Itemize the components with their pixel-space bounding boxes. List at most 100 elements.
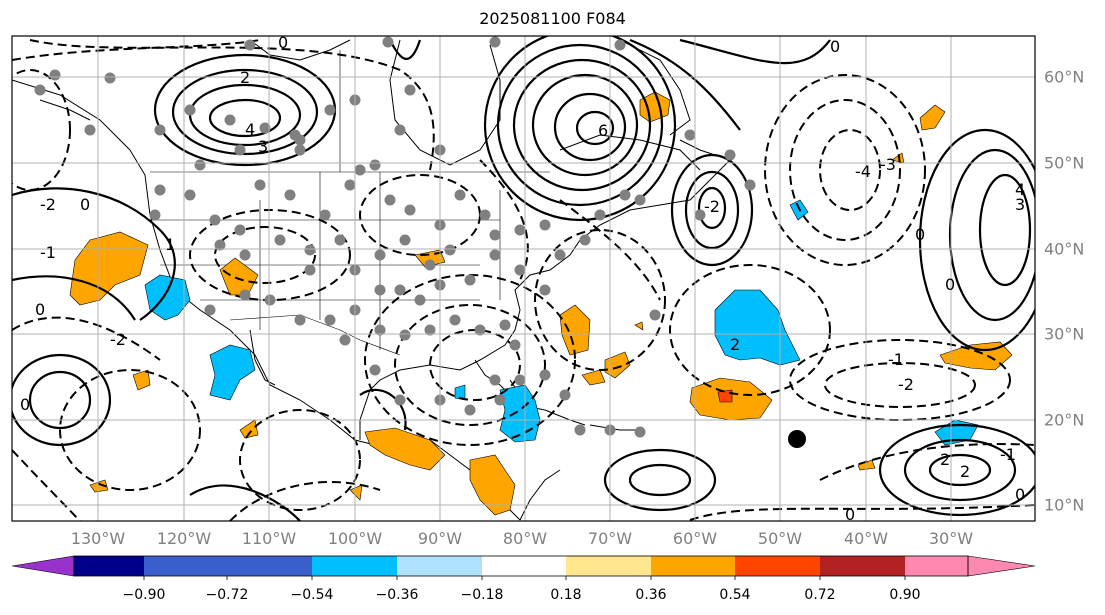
contour-label: -2: [110, 330, 126, 349]
station-dot: [204, 304, 216, 316]
contour-label: -1: [888, 350, 904, 369]
station-dot: [449, 314, 461, 326]
colorbar-segment: [482, 556, 566, 576]
station-dot: [319, 209, 331, 221]
station-dot: [404, 204, 416, 216]
station-dot: [274, 234, 286, 246]
contour-label: 0: [20, 395, 30, 414]
colorbar-tick-label: 0.90: [889, 587, 921, 603]
contour-label: -2: [40, 195, 56, 214]
station-dot: [399, 234, 411, 246]
colorbar-tick-label: −0.54: [290, 587, 334, 603]
lat-label: 40°N: [1044, 239, 1085, 259]
colorbar-tick-label: 0.36: [635, 587, 667, 603]
station-dot: [499, 319, 511, 331]
station-dot: [514, 224, 526, 236]
lon-label: 50°W: [757, 529, 803, 548]
contour-label: -3: [880, 155, 896, 174]
station-dot: [394, 394, 406, 406]
lat-label: 20°N: [1044, 410, 1085, 430]
station-dot: [489, 36, 501, 48]
station-dot: [254, 179, 266, 191]
colorbar-segment: [227, 556, 312, 576]
colorbar-segment: [144, 556, 227, 576]
station-dot: [244, 39, 256, 51]
colorbar-segment: [74, 556, 144, 576]
station-dot: [374, 324, 386, 336]
station-dot: [404, 84, 416, 96]
station-dot: [464, 274, 476, 286]
contour-label: 4: [1015, 180, 1025, 199]
lat-label: 50°N: [1044, 153, 1085, 173]
station-dot: [539, 369, 551, 381]
station-dot: [369, 159, 381, 171]
station-dot: [234, 144, 246, 156]
station-dot: [382, 36, 394, 48]
station-dot: [149, 209, 161, 221]
contour-label: 3: [258, 137, 268, 156]
station-dot: [559, 389, 571, 401]
station-dot: [394, 284, 406, 296]
map-frame: [11, 35, 1036, 522]
lat-label: 30°N: [1044, 324, 1085, 344]
contour-label: 4: [245, 120, 255, 139]
station-dot: [424, 324, 436, 336]
contour-label-group: 4 3 2 0 6 1 -1 0 -2 0 2 2 3 4 -4 -3 -1 -…: [20, 33, 1025, 524]
station-dot: [194, 159, 206, 171]
station-dot: [574, 424, 586, 436]
station-dot: [84, 124, 96, 136]
station-dot: [239, 289, 251, 301]
colorbar-high-extend: [967, 555, 1036, 577]
colorbar-tick-label: −0.72: [205, 587, 249, 603]
station-dot: [494, 394, 506, 406]
colorbar-segment: [312, 556, 397, 576]
lon-label: 60°W: [672, 529, 718, 548]
contour-label: 0: [845, 505, 855, 524]
lon-label: 80°W: [502, 529, 548, 548]
station-dot: [369, 364, 381, 376]
colorbar-segment: [735, 556, 820, 576]
colorbar-segment: [651, 556, 735, 576]
lon-label: 130°W: [70, 529, 126, 548]
station-dot: [464, 404, 476, 416]
station-dot: [234, 224, 246, 236]
station-dot: [539, 219, 551, 231]
station-dot: [539, 284, 551, 296]
station-dot: [184, 104, 196, 116]
dashed-contours: [12, 39, 1035, 521]
contour-label: 2: [730, 335, 740, 354]
station-dot: [284, 189, 296, 201]
lon-label: 30°W: [928, 529, 974, 548]
station-dot: [479, 209, 491, 221]
station-dot: [259, 122, 271, 134]
station-dot: [384, 194, 396, 206]
colorbar-tick-label: −0.18: [460, 587, 504, 603]
contour-label: -1: [1000, 445, 1016, 464]
colorbar-segment: [566, 556, 651, 576]
station-dot: [339, 334, 351, 346]
colorbar-tick-label: 0.72: [804, 587, 836, 603]
station-dot: [374, 284, 386, 296]
colorbar-outline: [73, 555, 969, 577]
colorbar-tick-label: −0.36: [375, 587, 419, 603]
colorbar-low-extend: [11, 555, 75, 577]
contour-label: 0: [35, 300, 45, 319]
station-dot: [154, 124, 166, 136]
station-dot: [744, 179, 756, 191]
station-dots: [34, 36, 756, 438]
station-dot: [594, 209, 606, 221]
station-dot: [294, 134, 306, 146]
contour-label: 2: [240, 68, 250, 87]
anomaly-shading: [69, 91, 1013, 516]
contour-label: 0: [1015, 485, 1025, 504]
station-dot: [424, 259, 436, 271]
contour-label: 0: [915, 225, 925, 244]
colorbar-tick-label: 0.54: [719, 587, 751, 603]
station-dot: [684, 129, 696, 141]
lon-label: 100°W: [327, 529, 383, 548]
station-dot: [414, 294, 426, 306]
station-dot: [554, 249, 566, 261]
station-dot: [344, 179, 356, 191]
contour-label: 2: [940, 450, 950, 469]
